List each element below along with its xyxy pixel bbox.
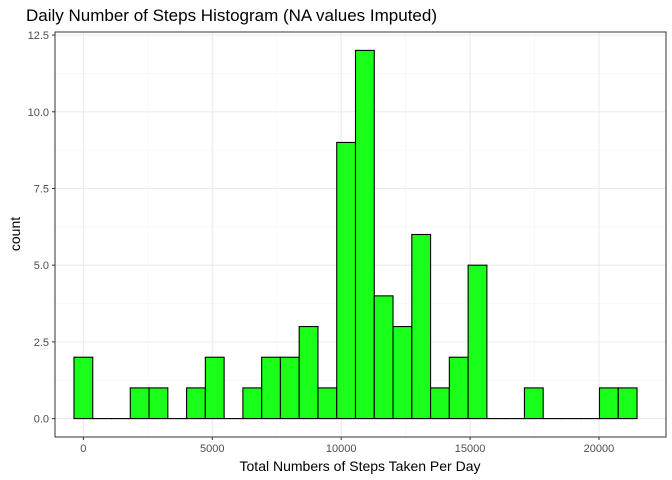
histogram-bar [411,233,432,420]
y-tick-label: 7.5 [34,183,49,195]
x-tick-label: 5000 [200,443,224,455]
bars [73,49,638,420]
histogram-bar [298,325,319,420]
histogram-bar [204,356,225,420]
x-axis-title: Total Numbers of Steps Taken Per Day [240,458,481,474]
histogram-bar [242,387,263,420]
histogram-bar [392,325,413,420]
histogram-bar [279,356,300,420]
histogram-bar [617,387,638,420]
x-tick-label: 10000 [326,443,357,455]
histogram-bar [354,49,375,420]
y-axis: 0.0 2.5 5.0 7.5 10.0 12.5 [28,30,55,426]
histogram-bar [73,356,94,420]
histogram-bar [448,356,469,420]
y-tick-label: 10.0 [28,107,49,119]
histogram-bar [373,295,394,420]
x-tick-label: 15000 [455,443,486,455]
histogram-bar [317,387,338,420]
histogram-bar [598,387,619,420]
x-tick-label: 20000 [584,443,615,455]
y-tick-label: 0.0 [34,414,49,426]
x-tick-label: 0 [80,443,86,455]
y-axis-title: count [7,217,23,251]
y-tick-label: 2.5 [34,337,49,349]
histogram-bar [523,387,544,420]
histogram-bar [261,356,281,420]
histogram-bar [430,387,450,420]
panel-border [54,31,667,438]
histogram-bar [186,387,206,420]
y-tick-label: 5.0 [34,260,49,272]
histogram-bar [148,387,169,420]
chart-title: Daily Number of Steps Histogram (NA valu… [26,6,437,25]
y-tick-label: 12.5 [28,30,49,42]
histogram-bar [336,141,357,420]
histogram-bar [129,387,150,420]
histogram-bar [467,264,488,420]
x-axis: 0 5000 10000 15000 20000 [80,437,614,455]
